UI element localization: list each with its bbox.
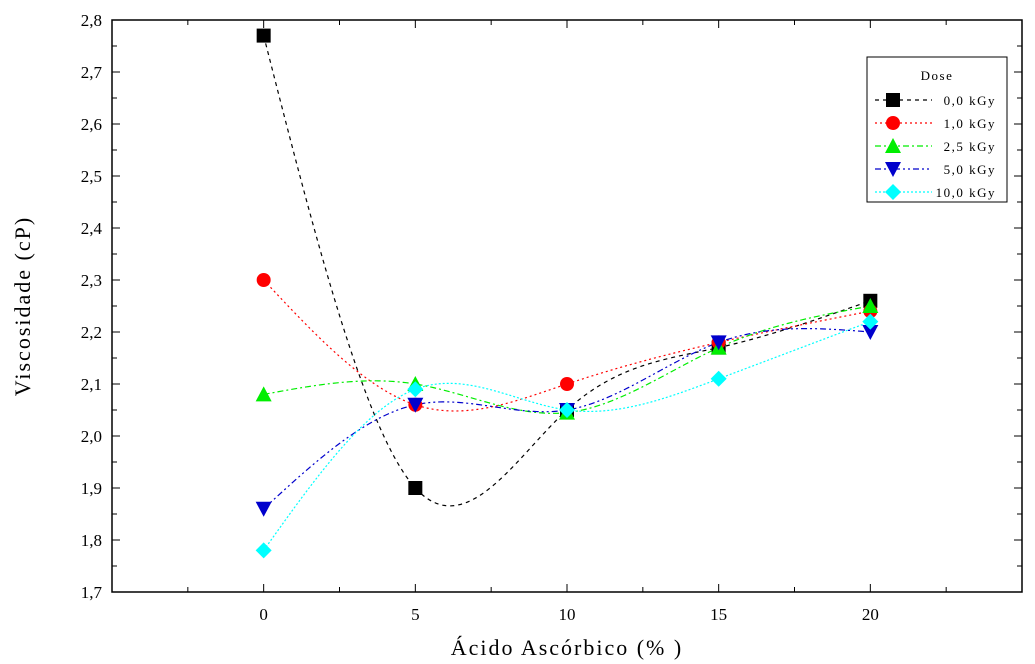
fit-curve-3 [263,305,871,414]
legend-marker [885,162,901,177]
data-point [255,386,272,402]
data-point [256,273,271,287]
y-tick-label: 2,2 [81,323,102,342]
legend-label: 5,0 kGy [944,162,996,177]
fit-curve-2 [263,279,871,412]
data-point [862,298,879,313]
data-point [256,28,271,43]
legend-label: 10,0 kGy [936,185,996,200]
data-point [710,335,727,351]
y-tick-label: 1,8 [81,531,102,550]
data-point [862,313,879,330]
legend-box [866,56,1008,203]
y-tick-label: 1,7 [81,583,103,602]
data-markers [255,28,879,559]
y-tick-label: 2,6 [81,115,102,134]
legend-title: Dose [921,68,954,83]
fit-curve-1 [263,35,871,507]
data-point [560,377,574,391]
legend: Dose 0,0 kGy 1,0 kGy 2,5 kGy 5,0 kGy 10,0 kG… [866,56,1008,203]
y-tick-label: 2,8 [81,11,102,30]
x-tick-label: 0 [259,605,268,624]
y-tick-label: 2,3 [81,271,102,290]
legend-marker [886,93,900,107]
y-tick-label: 2,4 [81,219,103,238]
axis-ticks: 1,7 1,8 1,9 2,0 2,1 2,2 2,3 2,4 2,5 2,6 2,7 2,8 0 5 10… [81,11,1023,624]
y-tick-label: 2,5 [81,167,102,186]
y-tick-label: 2,1 [81,375,102,394]
x-tick-label: 5 [411,605,420,624]
data-point [559,402,575,418]
legend-label: 1,0 kGy [944,116,996,131]
x-tick-label: 15 [710,605,727,624]
data-point [862,325,879,340]
data-point [255,542,272,559]
legend-label: 0,0 kGy [944,93,996,108]
legend-label: 2,5 kGy [944,139,996,154]
x-axis-label: Ácido Ascórbico (% ) [451,635,683,660]
fit-curves [263,35,871,551]
data-point [407,381,424,398]
data-point [255,501,272,517]
legend-marker [886,116,900,130]
data-point [408,481,423,495]
y-tick-label: 1,9 [81,479,102,498]
y-axis-label: Viscosidade (cP) [10,216,35,396]
fit-curve-5 [263,321,871,551]
data-point [710,370,727,387]
y-tick-label: 2,0 [81,427,102,446]
legend-marker [885,138,901,153]
x-tick-label: 20 [862,605,879,624]
data-point [407,397,424,413]
x-tick-label: 10 [559,605,576,624]
legend-marker [885,184,901,200]
y-tick-label: 2,7 [81,63,103,82]
